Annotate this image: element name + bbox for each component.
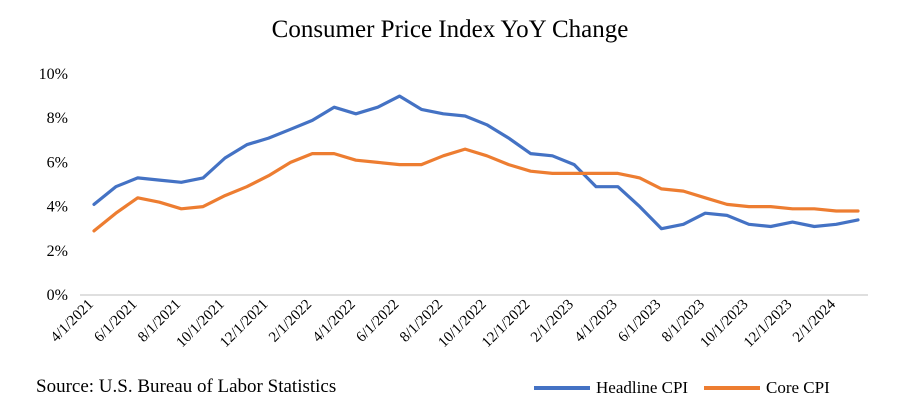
- x-tick-label: 2/1/2023: [528, 297, 577, 346]
- x-tick-label: 6/1/2023: [615, 297, 664, 346]
- x-tick-label: 4/1/2023: [572, 297, 621, 346]
- x-axis-ticks: 4/1/20216/1/20218/1/202110/1/202112/1/20…: [48, 296, 840, 351]
- x-tick-label: 12/1/2023: [741, 297, 795, 351]
- y-tick-label: 4%: [47, 199, 68, 216]
- x-tick-label: 12/1/2021: [217, 297, 271, 351]
- source-note: Source: U.S. Bureau of Labor Statistics: [36, 376, 337, 397]
- legend-item-headline: Headline CPI: [534, 378, 688, 398]
- y-tick-label: 6%: [47, 154, 68, 171]
- x-tick-label: 4/1/2022: [310, 297, 359, 346]
- y-tick-label: 0%: [47, 287, 68, 304]
- legend-label-core: Core CPI: [766, 378, 830, 397]
- x-tick-label: 6/1/2021: [91, 297, 140, 346]
- series-line-core-cpi: [92, 147, 860, 233]
- legend-swatch-headline: [534, 386, 590, 390]
- x-tick-label: 2/1/2024: [790, 296, 839, 345]
- x-tick-label: 12/1/2022: [479, 297, 533, 351]
- legend-item-core: Core CPI: [704, 378, 830, 398]
- x-tick-label: 6/1/2022: [353, 297, 402, 346]
- y-tick-label: 10%: [39, 66, 68, 83]
- chart-title: Consumer Price Index YoY Change: [271, 16, 629, 43]
- y-tick-label: 2%: [47, 243, 68, 260]
- legend-swatch-core: [704, 386, 760, 390]
- series-lines: [92, 94, 860, 233]
- y-axis-ticks: 0% 2% 4% 6% 8% 10%: [39, 66, 68, 304]
- y-tick-label: 8%: [47, 110, 68, 127]
- x-tick-label: 2/1/2022: [266, 297, 315, 346]
- legend-label-headline: Headline CPI: [596, 378, 689, 397]
- series-line-headline-cpi: [92, 94, 860, 231]
